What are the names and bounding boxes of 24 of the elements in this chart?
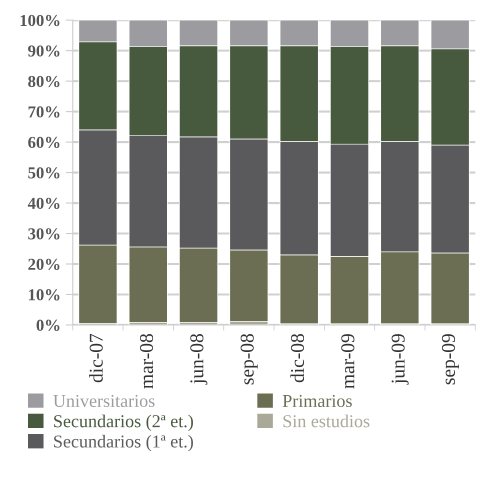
y-tick-label: 50%: [28, 167, 60, 179]
y-tick-label: 10%: [28, 289, 60, 300]
y-tick-label: 80%: [28, 76, 60, 88]
x-tick-label: jun-08: [190, 334, 208, 385]
legend-label: Secundarios (2ª et.): [54, 414, 193, 431]
legend-label: Sin estudios: [283, 414, 370, 428]
x-tick-label: mar-09: [341, 334, 354, 389]
x-tick-label: dic-08: [290, 334, 304, 382]
legend-label: Secundarios (1ª et.): [54, 434, 193, 452]
x-tick-label: sep-09: [442, 334, 459, 384]
y-tick-label: 60%: [28, 136, 60, 148]
x-tick-label: dic-07: [89, 334, 103, 382]
y-tick-label: 90%: [28, 45, 60, 57]
legend-label: Universitarios: [53, 394, 155, 408]
y-tick-label: 30%: [28, 228, 60, 240]
x-tick-label: mar-08: [140, 334, 154, 389]
y-tick-label: 70%: [28, 106, 60, 118]
x-tick-label: sep-08: [240, 334, 258, 384]
y-tick-label: 0%: [36, 320, 60, 331]
legend-label: Primarios: [282, 394, 352, 408]
y-tick-label: 40%: [28, 198, 60, 210]
y-tick-label: 20%: [28, 258, 60, 270]
x-tick-label: jun-09: [392, 334, 409, 385]
y-tick-label: 100%: [20, 14, 60, 26]
